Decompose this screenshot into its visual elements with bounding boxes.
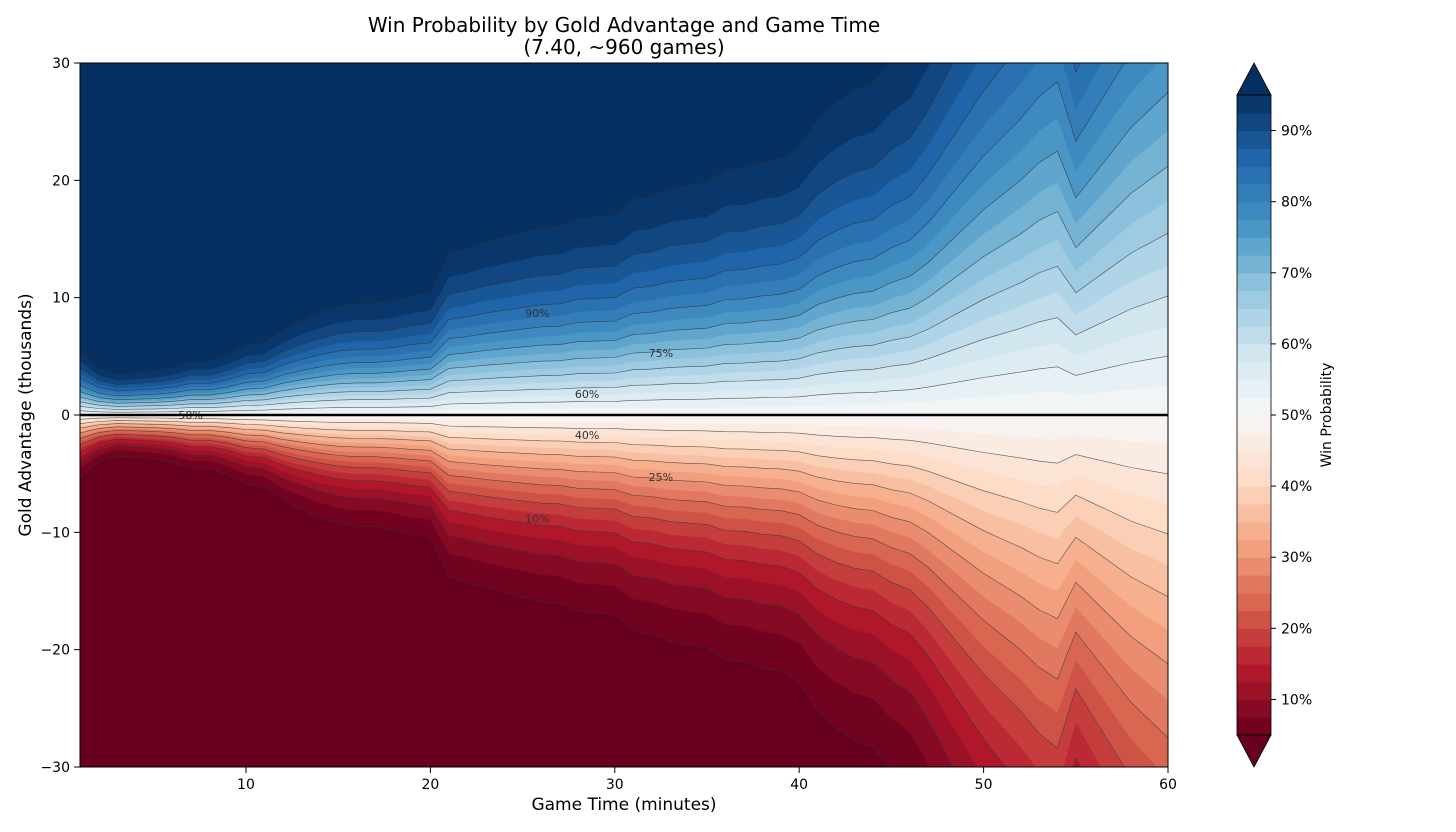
- colorbar-segment: [1237, 450, 1271, 469]
- colorbar-segment: [1237, 148, 1271, 167]
- y-tick-label: 30: [52, 56, 70, 72]
- colorbar-segment: [1237, 628, 1271, 647]
- y-tick-label: 20: [52, 173, 70, 189]
- colorbar-segment: [1237, 468, 1271, 487]
- chart-subtitle: (7.40, ~960 games): [523, 35, 724, 59]
- colorbar-segment: [1237, 699, 1271, 718]
- colorbar-segment: [1237, 646, 1271, 665]
- colorbar: 10% 20% 30% 40% 50% 60% 70% 80% 90%: [1236, 62, 1312, 768]
- colorbar-tick-label: 80%: [1281, 195, 1312, 211]
- contour-line-45: [80, 417, 1168, 475]
- colorbar-tick-label: 10%: [1281, 692, 1312, 708]
- contour-line-75: [80, 92, 1168, 401]
- x-tick-label: 30: [606, 777, 624, 793]
- colorbar-segment: [1237, 343, 1271, 363]
- contour-label: 60%: [575, 388, 599, 401]
- x-axis-label: Game Time (minutes): [531, 795, 716, 815]
- colorbar-segment: [1237, 255, 1271, 274]
- colorbar-tick-label: 50%: [1281, 408, 1312, 424]
- chart-title: Win Probability by Gold Advantage and Ga…: [368, 13, 880, 37]
- colorbar-segment: [1237, 361, 1271, 381]
- y-axis-label: Gold Advantage (thousands): [16, 293, 36, 536]
- colorbar-segment: [1237, 397, 1271, 416]
- contour-line-25: [80, 429, 1168, 738]
- contour-line-10: [80, 445, 954, 767]
- contour-line-95: [80, 63, 890, 375]
- colorbar-segment: [1237, 130, 1271, 149]
- contour-lines: [80, 63, 1168, 767]
- contour-line-60: [80, 295, 1168, 410]
- x-tick-label: 50: [975, 777, 993, 793]
- x-tick-label: 10: [237, 777, 255, 793]
- colorbar-segment: [1237, 521, 1271, 541]
- colorbar-segment: [1237, 95, 1271, 114]
- x-tick-label: 40: [790, 777, 808, 793]
- contour-line-30: [80, 426, 1168, 665]
- colorbar-segment: [1237, 592, 1271, 612]
- colorbar-segment: [1237, 112, 1271, 132]
- colorbar-tick-label: 40%: [1281, 479, 1312, 495]
- contour-line-35: [80, 423, 1168, 598]
- colorbar-segment: [1237, 681, 1271, 701]
- colorbar-segment: [1237, 610, 1271, 629]
- colorbar-segment: [1237, 663, 1271, 683]
- x-tick-label: 20: [421, 777, 439, 793]
- colorbar-tick-label: 90%: [1281, 124, 1312, 140]
- x-axis: 10 20 30 40 50 60: [237, 767, 1177, 793]
- colorbar-segment: [1237, 219, 1271, 238]
- colorbar-extend-high: [1236, 62, 1272, 96]
- contour-line-80: [80, 63, 1125, 397]
- contour-line-5: [80, 455, 890, 767]
- contour-label: 75%: [649, 347, 673, 360]
- colorbar-segment: [1237, 557, 1271, 576]
- y-axis: −30 −20 −10 0 10 20 30: [40, 56, 80, 776]
- colorbar-tick-label: 70%: [1281, 266, 1312, 282]
- contour-line-90: [80, 63, 954, 385]
- plot-area: 90%75%60%50%40%25%10%: [79, 62, 1169, 768]
- colorbar-segment: [1237, 379, 1271, 398]
- colorbar-segment: [1237, 326, 1271, 345]
- contour-line-65: [80, 232, 1168, 407]
- colorbar-segment: [1237, 308, 1271, 327]
- colorbar-tick-label: 20%: [1281, 621, 1312, 637]
- contour-line-20: [80, 433, 1125, 767]
- contour-line-40: [80, 420, 1168, 535]
- colorbar-segment: [1237, 575, 1271, 594]
- contour-line-85: [80, 63, 1081, 392]
- y-tick-label: −30: [40, 760, 70, 776]
- contour-line-15: [80, 438, 1081, 767]
- colorbar-segment: [1237, 272, 1271, 292]
- colorbar-segment: [1237, 183, 1271, 203]
- colorbar-label: Win Probability: [1319, 363, 1335, 468]
- y-tick-label: −20: [40, 643, 70, 659]
- colorbar-segment: [1237, 237, 1271, 256]
- colorbar-tick-label: 30%: [1281, 550, 1312, 566]
- colorbar-segment: [1237, 415, 1271, 434]
- contour-fills: [80, 63, 1168, 767]
- colorbar-segment: [1237, 290, 1271, 309]
- contour-label: 40%: [575, 429, 599, 442]
- contour-label: 90%: [525, 307, 549, 320]
- y-tick-label: 0: [61, 408, 70, 424]
- colorbar-segment: [1237, 201, 1271, 221]
- x-tick-label: 60: [1159, 777, 1177, 793]
- colorbar-extend-low: [1236, 734, 1272, 768]
- contour-label: 25%: [649, 471, 673, 484]
- contour-line-70: [80, 165, 1168, 404]
- colorbar-tick-label: 60%: [1281, 337, 1312, 353]
- contour-label: 10%: [525, 512, 549, 525]
- y-tick-label: 10: [52, 291, 70, 307]
- colorbar-segment: [1237, 539, 1271, 558]
- contour-labels: 90%75%60%50%40%25%10%: [178, 307, 673, 525]
- colorbar-segment: [1237, 717, 1271, 736]
- colorbar-segment: [1237, 432, 1271, 452]
- contour-line-55: [80, 355, 1168, 413]
- colorbar-segment: [1237, 486, 1271, 505]
- y-tick-label: −10: [40, 525, 70, 541]
- colorbar-segment: [1237, 503, 1271, 523]
- colorbar-segment: [1237, 166, 1271, 185]
